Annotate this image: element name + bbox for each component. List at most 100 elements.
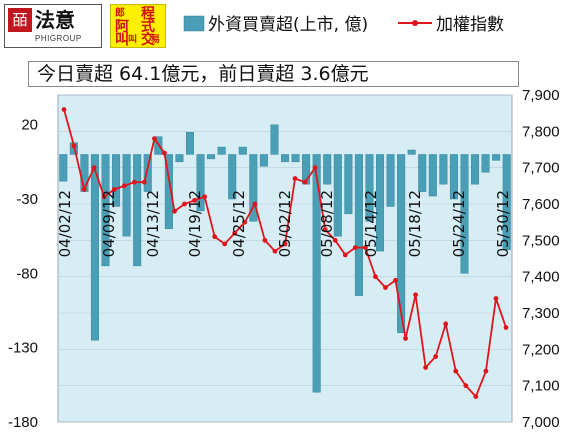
index-point	[423, 365, 429, 370]
right-tick-label: 7,800	[522, 123, 560, 140]
bar	[354, 154, 363, 296]
legend-bar-label: 外資買賣超(上市, 億)	[208, 15, 368, 35]
bar	[418, 154, 427, 192]
bar	[376, 154, 385, 252]
index-point	[252, 201, 258, 207]
right-tick-label: 7,100	[522, 378, 560, 395]
bar	[207, 154, 216, 160]
logo2-char: 易	[151, 35, 161, 45]
index-point	[373, 274, 378, 280]
index-point	[61, 107, 67, 112]
left-tick-label: -30	[16, 191, 38, 208]
left-tick-label: -80	[16, 265, 38, 282]
bar	[281, 154, 290, 163]
bar	[122, 154, 131, 237]
right-tick-label: 7,200	[522, 341, 560, 358]
logo-word: 法意	[35, 8, 75, 32]
bar	[312, 154, 321, 393]
bar	[460, 154, 469, 274]
index-point	[413, 292, 418, 298]
logo2-char: 交	[141, 32, 155, 48]
bar	[344, 154, 353, 215]
bar	[386, 154, 395, 207]
index-point	[483, 368, 489, 374]
index-point	[362, 245, 368, 251]
bar	[428, 154, 437, 197]
index-point	[162, 150, 167, 156]
logo2-char: 叫	[115, 32, 129, 48]
right-tick-label: 7,500	[522, 232, 560, 249]
bar	[80, 154, 89, 192]
index-point	[322, 227, 328, 232]
x-tick-label: 04/25/12	[230, 190, 248, 257]
index-point	[503, 325, 509, 330]
index-point	[232, 230, 238, 236]
bar	[164, 154, 173, 229]
index-point	[453, 368, 459, 374]
index-point	[342, 252, 348, 258]
x-tick-label: 04/13/12	[144, 190, 162, 257]
index-point	[81, 187, 87, 192]
x-tick-label: 05/14/12	[362, 190, 380, 257]
index-point	[101, 194, 107, 200]
index-point	[202, 194, 208, 200]
index-point	[292, 176, 298, 181]
phigroup-logo: 皕 法意 PHIGROUP	[4, 4, 102, 48]
bar	[365, 154, 374, 222]
summary-banner: 今日賣超 64.1億元，前日賣超 3.6億元	[28, 61, 519, 87]
legend-line-marker	[412, 20, 418, 26]
left-tick-label: -130	[8, 340, 38, 357]
bar	[323, 154, 332, 185]
index-point	[242, 219, 248, 225]
bar	[196, 154, 205, 212]
index-point	[282, 241, 288, 247]
index-point	[222, 241, 228, 247]
bar	[471, 154, 480, 185]
logo-sub: PHIGROUP	[35, 34, 82, 43]
index-point	[463, 383, 469, 389]
plot-area	[57, 94, 513, 423]
right-tick-label: 7,000	[522, 414, 560, 431]
bar	[397, 154, 406, 334]
bar	[259, 154, 268, 167]
bar	[407, 149, 416, 155]
index-point	[172, 208, 177, 214]
logo2-char: 叫	[128, 35, 138, 45]
x-tick-label: 04/19/12	[186, 190, 204, 257]
right-tick-label: 7,400	[522, 269, 560, 286]
bar	[90, 154, 99, 341]
index-point	[302, 179, 308, 185]
legend-line-label: 加權指數	[436, 15, 504, 35]
legend-bar-swatch	[183, 15, 205, 32]
index-point	[443, 321, 449, 327]
program-trading-logo: 郎 程 阿 式 叫 交 叫 易	[110, 4, 166, 48]
bar	[270, 124, 279, 155]
index-point	[312, 165, 318, 171]
left-tick-label: 20	[21, 117, 38, 134]
index-point	[212, 234, 218, 240]
left-tick-label: -180	[8, 414, 38, 431]
bar	[59, 154, 68, 182]
bar	[291, 154, 300, 163]
x-tick-label: 05/18/12	[406, 190, 424, 257]
right-tick-label: 7,600	[522, 196, 560, 213]
bar	[333, 154, 342, 237]
logo2-char: 阿	[115, 19, 129, 35]
bar	[185, 131, 194, 155]
index-point	[473, 394, 479, 399]
right-tick-label: 7,900	[522, 87, 560, 104]
bar	[143, 154, 152, 192]
x-tick-label: 05/30/12	[494, 190, 512, 257]
index-point	[332, 237, 338, 243]
logo2-char: 程	[141, 6, 155, 22]
index-point	[383, 285, 388, 290]
x-tick-label: 04/02/12	[56, 190, 74, 257]
bar	[217, 146, 226, 155]
bar	[492, 154, 501, 161]
index-point	[121, 183, 127, 189]
index-point	[403, 336, 408, 341]
x-tick-label: 05/24/12	[450, 190, 468, 257]
bar	[439, 154, 448, 185]
index-point	[111, 187, 117, 192]
